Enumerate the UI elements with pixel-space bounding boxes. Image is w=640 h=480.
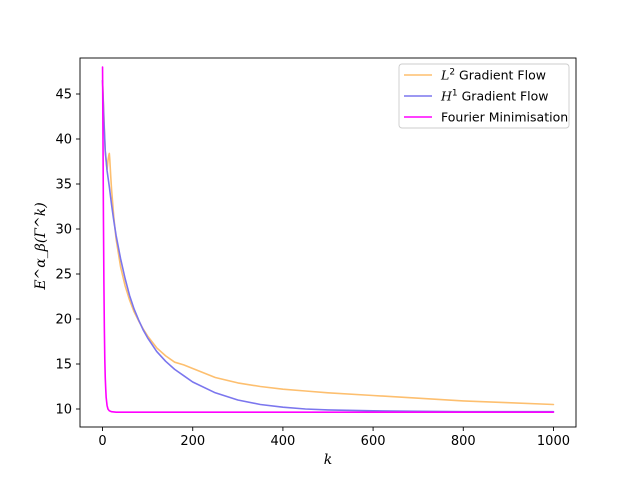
y-tick-label: 35 bbox=[55, 178, 72, 193]
y-tick-label: 10 bbox=[55, 403, 72, 418]
series-line-2 bbox=[101, 79, 555, 413]
y-axis-label: E^α_β(Γ^k) bbox=[33, 202, 49, 290]
plot-area-frame bbox=[79, 57, 577, 428]
ticks-layer: 0 200 400 600 800 1000 10 15 20 25 30 35 40 45 bbox=[55, 88, 570, 450]
x-tick-label: 400 bbox=[270, 434, 295, 449]
y-tick-label: 45 bbox=[55, 88, 72, 103]
legend-entry-label: Fourier Minimisation bbox=[441, 110, 568, 125]
y-tick-label: 15 bbox=[55, 358, 72, 373]
y-tick-label: 30 bbox=[55, 223, 72, 238]
legend-box bbox=[398, 63, 570, 129]
x-axis-label: k bbox=[324, 452, 332, 468]
y-tick-label: 20 bbox=[55, 313, 72, 328]
legend: L2 Gradient Flow H1 Gradient Flow Fourier … bbox=[398, 63, 570, 129]
x-tick-label: 0 bbox=[98, 434, 106, 449]
legend-entry-label: L2 Gradient Flow bbox=[440, 68, 546, 83]
legend-entry-label: H1 Gradient Flow bbox=[440, 89, 549, 104]
y-axis-label-text: E^α_β(Γ^k) bbox=[33, 202, 49, 290]
x-tick-label: 600 bbox=[361, 434, 386, 449]
x-tick-label: 800 bbox=[451, 434, 476, 449]
x-tick-label: 200 bbox=[180, 434, 205, 449]
x-tick-label: 1000 bbox=[537, 434, 570, 449]
y-tick-label: 40 bbox=[55, 133, 72, 148]
y-tick-label: 25 bbox=[55, 268, 72, 283]
series-layer bbox=[101, 66, 555, 413]
series-line-3 bbox=[101, 66, 555, 413]
